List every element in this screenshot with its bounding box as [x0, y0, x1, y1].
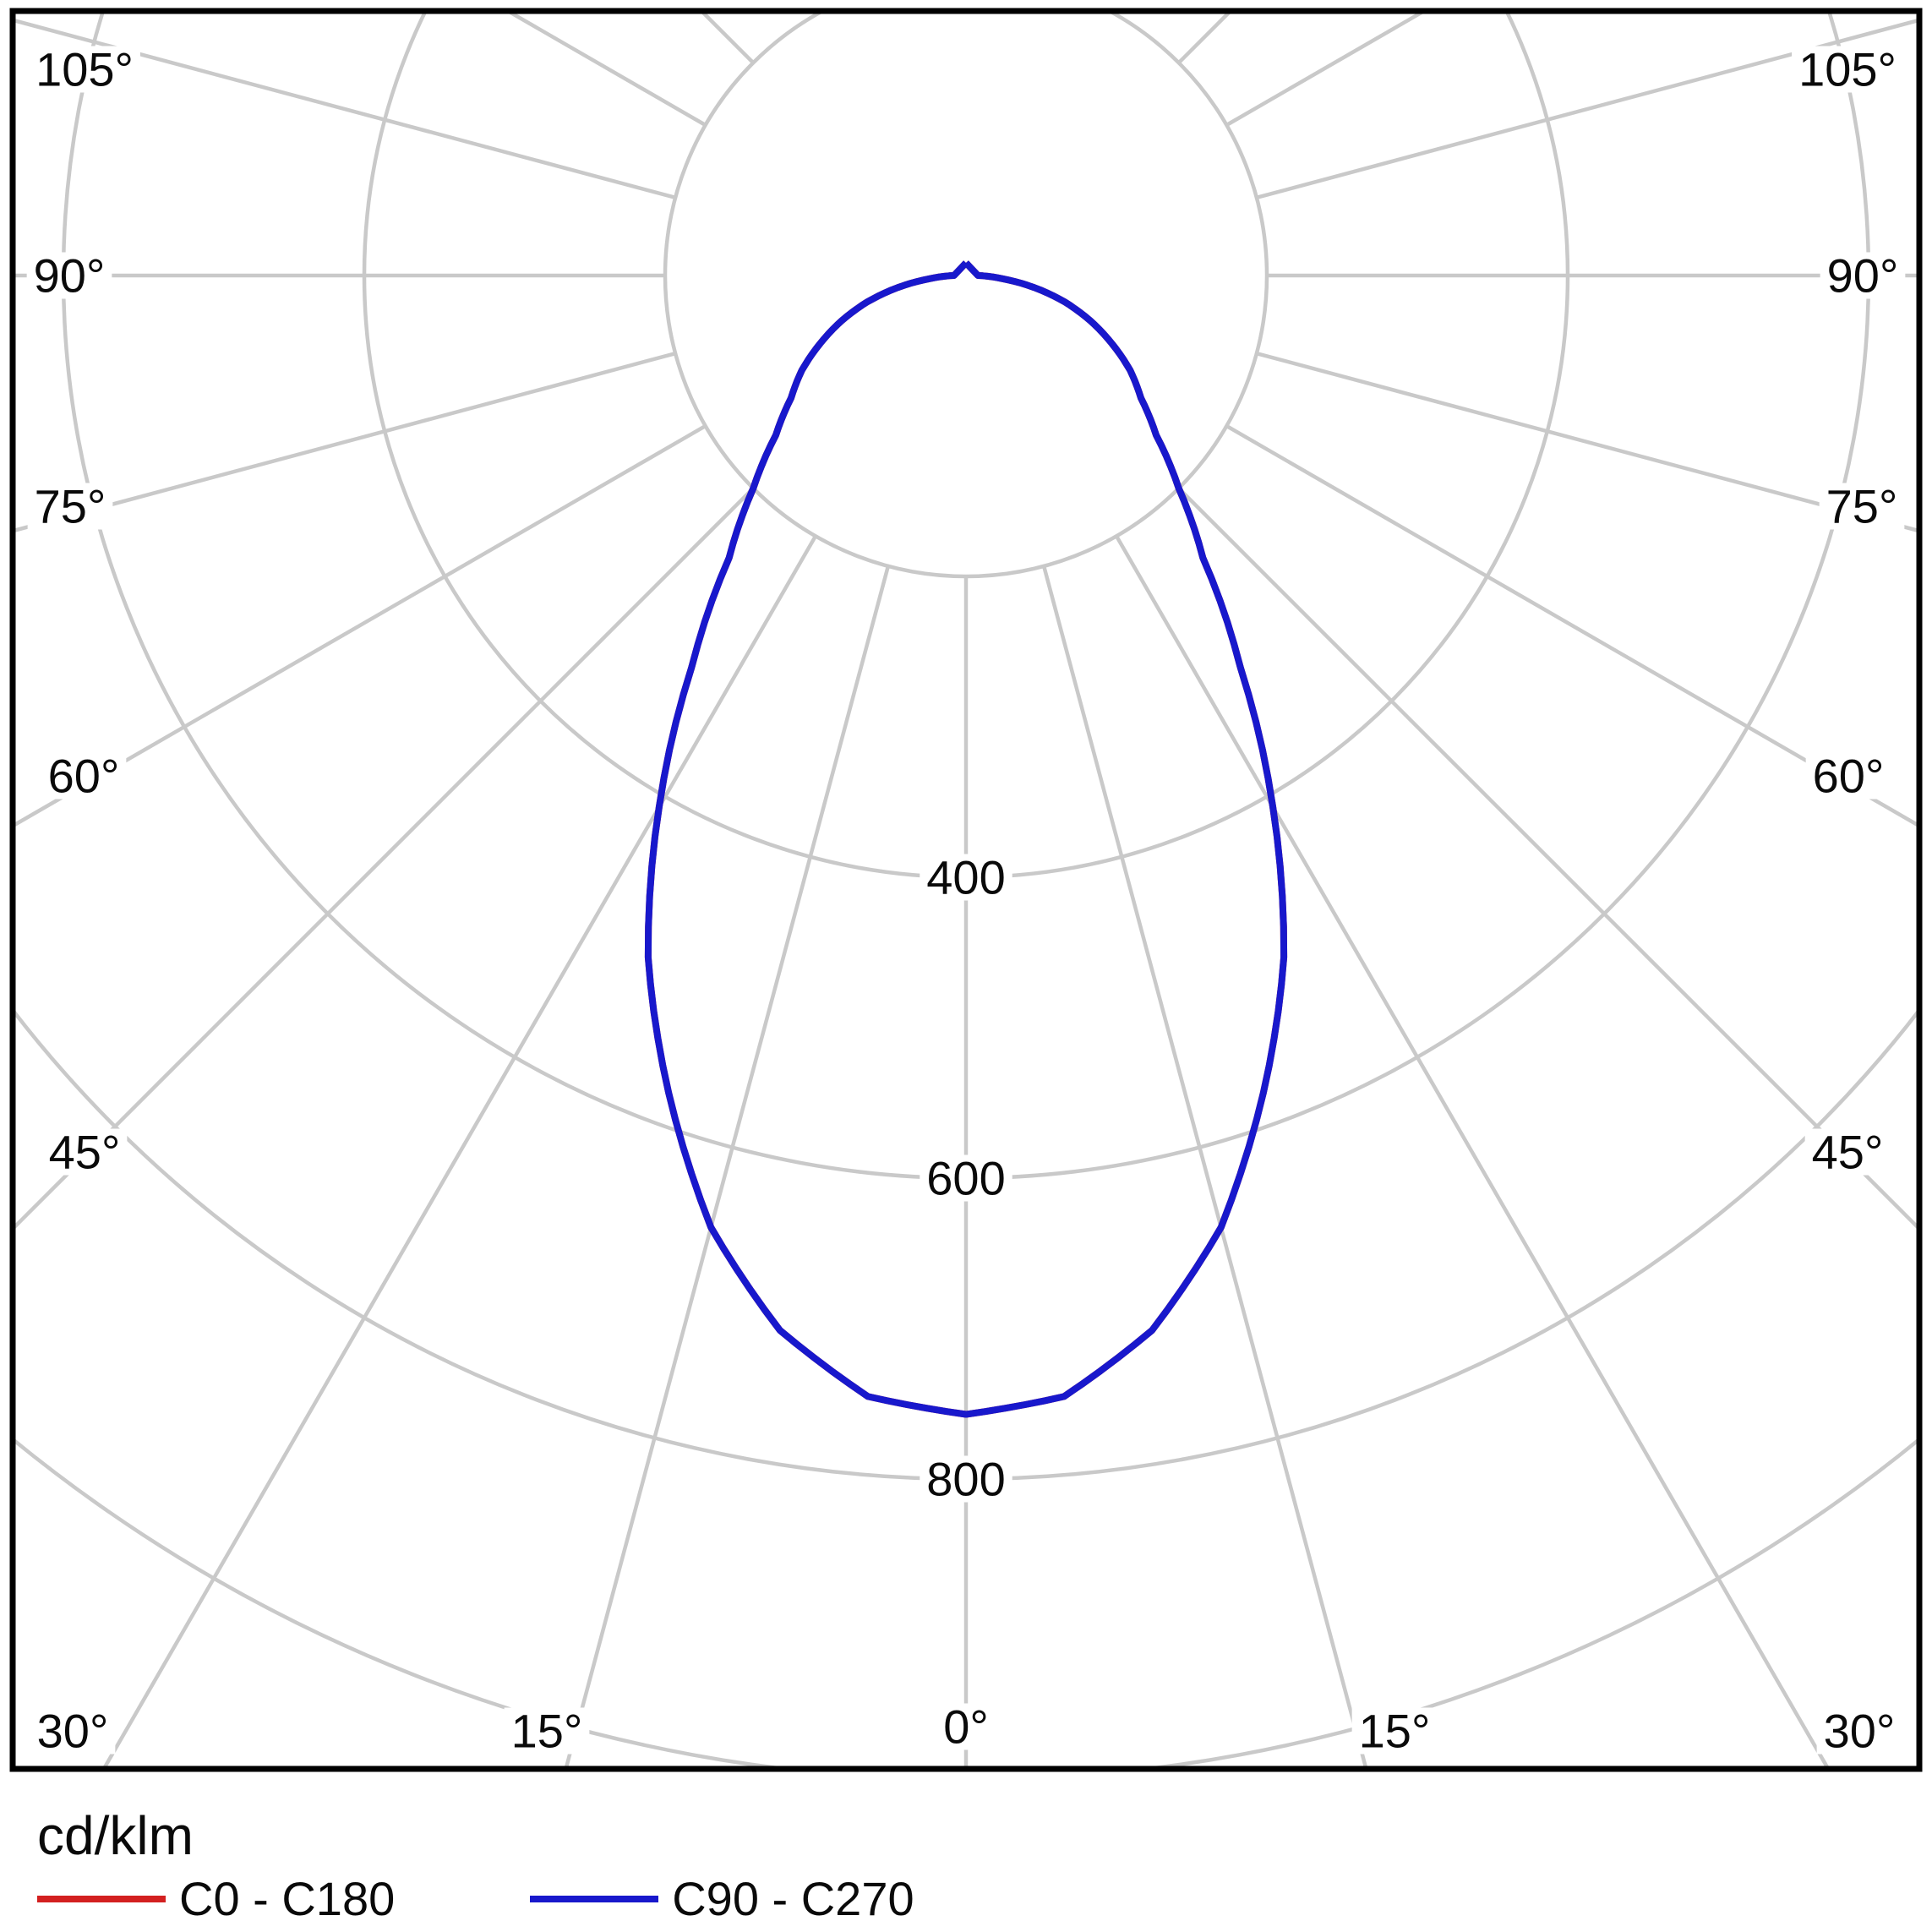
ray-left-30deg [101, 535, 817, 1769]
angle-label-13-90deg: 90° [1827, 249, 1899, 303]
ray-right-45deg [1177, 487, 1919, 1232]
angle-label-1-90deg: 90° [34, 249, 106, 303]
angle-label-1-90deg-bg [26, 252, 112, 299]
angle-label-0-105deg-bg [29, 46, 140, 93]
angle-label-10-45deg: 45° [1812, 1126, 1884, 1179]
angle-label-7-0deg-bg [936, 1703, 996, 1750]
c0-series-label: C0 - C180 [179, 1872, 396, 1925]
ring-label-800-bg [920, 1455, 1012, 1503]
angle-label-2-75deg-bg [27, 483, 113, 530]
angle-label-14-105deg: 105° [1798, 43, 1897, 96]
ring-label-400-bg [920, 854, 1012, 901]
ray-right-60deg [1225, 424, 1919, 828]
angle-label-6-15deg-bg [504, 1707, 590, 1755]
plot-border [9, 8, 1923, 1772]
ray-right-105deg [1256, 18, 1919, 200]
angle-label-10-45deg-bg [1804, 1128, 1891, 1176]
angle-label-12-75deg-bg [1819, 483, 1905, 530]
angle-label-2-75deg: 75° [35, 480, 106, 533]
angle-label-5-30deg: 30° [37, 1705, 109, 1758]
c90-line-swatch [530, 1895, 659, 1902]
ray-left-45deg [13, 487, 755, 1232]
angle-label-12-75deg: 75° [1826, 480, 1898, 533]
angle-label-4-45deg-bg [41, 1128, 128, 1176]
angle-label-6-15deg: 15° [511, 1705, 583, 1758]
c90-series-label: C90 - C270 [672, 1872, 914, 1925]
angle-label-11-60deg: 60° [1813, 750, 1885, 803]
legend-entry-c0: C0 - C180 [37, 1871, 395, 1926]
angle-label-4-45deg: 45° [49, 1126, 121, 1179]
ring-label-800: 800 [926, 1453, 1005, 1506]
angle-label-14-105deg-bg [1792, 46, 1903, 93]
angle-label-8-15deg: 15° [1359, 1705, 1431, 1758]
angle-label-9-30deg-bg [1816, 1707, 1902, 1755]
ray-left-60deg [13, 424, 707, 828]
legend-entry-c90: C90 - C270 [530, 1871, 914, 1926]
angle-label-11-60deg-bg [1805, 752, 1891, 800]
ray-right-15deg [1041, 565, 1368, 1769]
angle-label-5-30deg-bg [30, 1707, 116, 1755]
angle-label-0-105deg: 105° [35, 43, 134, 96]
ring-label-600: 600 [926, 1152, 1005, 1205]
ray-left-75deg [13, 351, 676, 533]
ring-label-400: 400 [926, 851, 1005, 904]
angle-label-13-90deg-bg [1820, 252, 1906, 299]
legend-units-label: cd/klm [37, 1805, 194, 1866]
ring-label-600-bg [920, 1154, 1012, 1202]
legend: cd/klm C0 - C180 C90 - C270 [37, 1809, 914, 1926]
angle-label-7-0deg: 0° [943, 1700, 989, 1754]
angle-label-8-15deg-bg [1351, 1707, 1438, 1755]
angle-label-9-30deg: 30° [1824, 1705, 1896, 1758]
curve-C90-C270 [644, 260, 1288, 1418]
curves [644, 260, 1288, 1418]
ray-right-30deg [1115, 535, 1831, 1769]
ray-left-105deg [13, 18, 676, 200]
ray-right-75deg [1256, 351, 1919, 533]
ray-left-15deg [564, 565, 891, 1769]
angle-label-3-60deg-bg [41, 752, 127, 800]
c0-line-swatch [37, 1895, 166, 1902]
legend-row: C0 - C180 C90 - C270 [37, 1871, 914, 1926]
angle-label-3-60deg: 60° [48, 750, 120, 803]
labels: 400 600 800 105° 90° 75° 60° 45° 30° 15° 0° 15° 30° 4… [26, 43, 1906, 1758]
